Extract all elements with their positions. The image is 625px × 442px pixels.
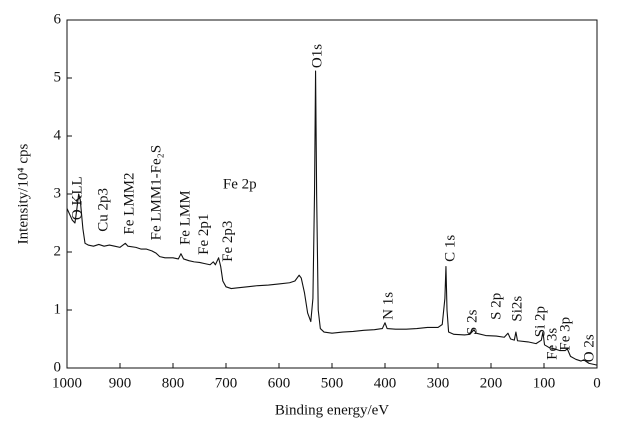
peak-label: O1s	[310, 44, 326, 68]
peak-label: Si 2p	[532, 306, 548, 337]
peak-label: Fe LMM2	[122, 173, 138, 235]
peak-label: S 2p	[488, 293, 504, 320]
peak-label: Cu 2p3	[96, 188, 112, 232]
peak-label: S 2s	[464, 309, 480, 335]
peak-label: Fe 2p1	[196, 214, 212, 255]
y-tick-label: 2	[54, 243, 62, 259]
peak-label: O 2s	[582, 334, 598, 362]
peak-label: Fe LMM1-Fe₂S	[149, 145, 165, 241]
x-tick-label: 800	[162, 375, 185, 391]
peak-label: Fe 2p3	[220, 221, 236, 262]
peak-label: Fe LMM	[178, 190, 194, 245]
x-tick-label: 1000	[52, 375, 82, 391]
peak-label: N 1s	[381, 292, 397, 320]
peak-label: Fe 2p	[223, 177, 257, 193]
x-tick-label: 500	[321, 375, 344, 391]
peak-label: Si2s	[509, 296, 525, 322]
x-tick-label: 0	[593, 375, 601, 391]
x-axis-title: Binding energy/eV	[275, 402, 389, 418]
x-tick-label: 900	[109, 375, 132, 391]
x-tick-label: 300	[427, 375, 450, 391]
spectrum-line	[66, 70, 598, 366]
y-axis-title: Intensity/10⁴ cps	[15, 144, 31, 245]
peak-label: Fe 3s	[544, 328, 560, 360]
x-tick-label: 600	[268, 375, 291, 391]
y-tick-label: 4	[54, 127, 62, 143]
x-tick-label: 700	[215, 375, 238, 391]
x-tick-label: 400	[374, 375, 397, 391]
y-tick-label: 0	[54, 359, 62, 375]
x-tick-label: 100	[533, 375, 556, 391]
peak-label: Fe 3p	[558, 317, 574, 351]
x-tick-label: 200	[480, 375, 503, 391]
y-tick-label: 5	[54, 69, 62, 85]
peak-label: O KLL	[70, 176, 86, 220]
y-tick-label: 1	[54, 301, 62, 317]
y-tick-label: 6	[54, 11, 62, 27]
y-tick-label: 3	[54, 185, 62, 201]
peak-label: C 1s	[443, 235, 459, 262]
